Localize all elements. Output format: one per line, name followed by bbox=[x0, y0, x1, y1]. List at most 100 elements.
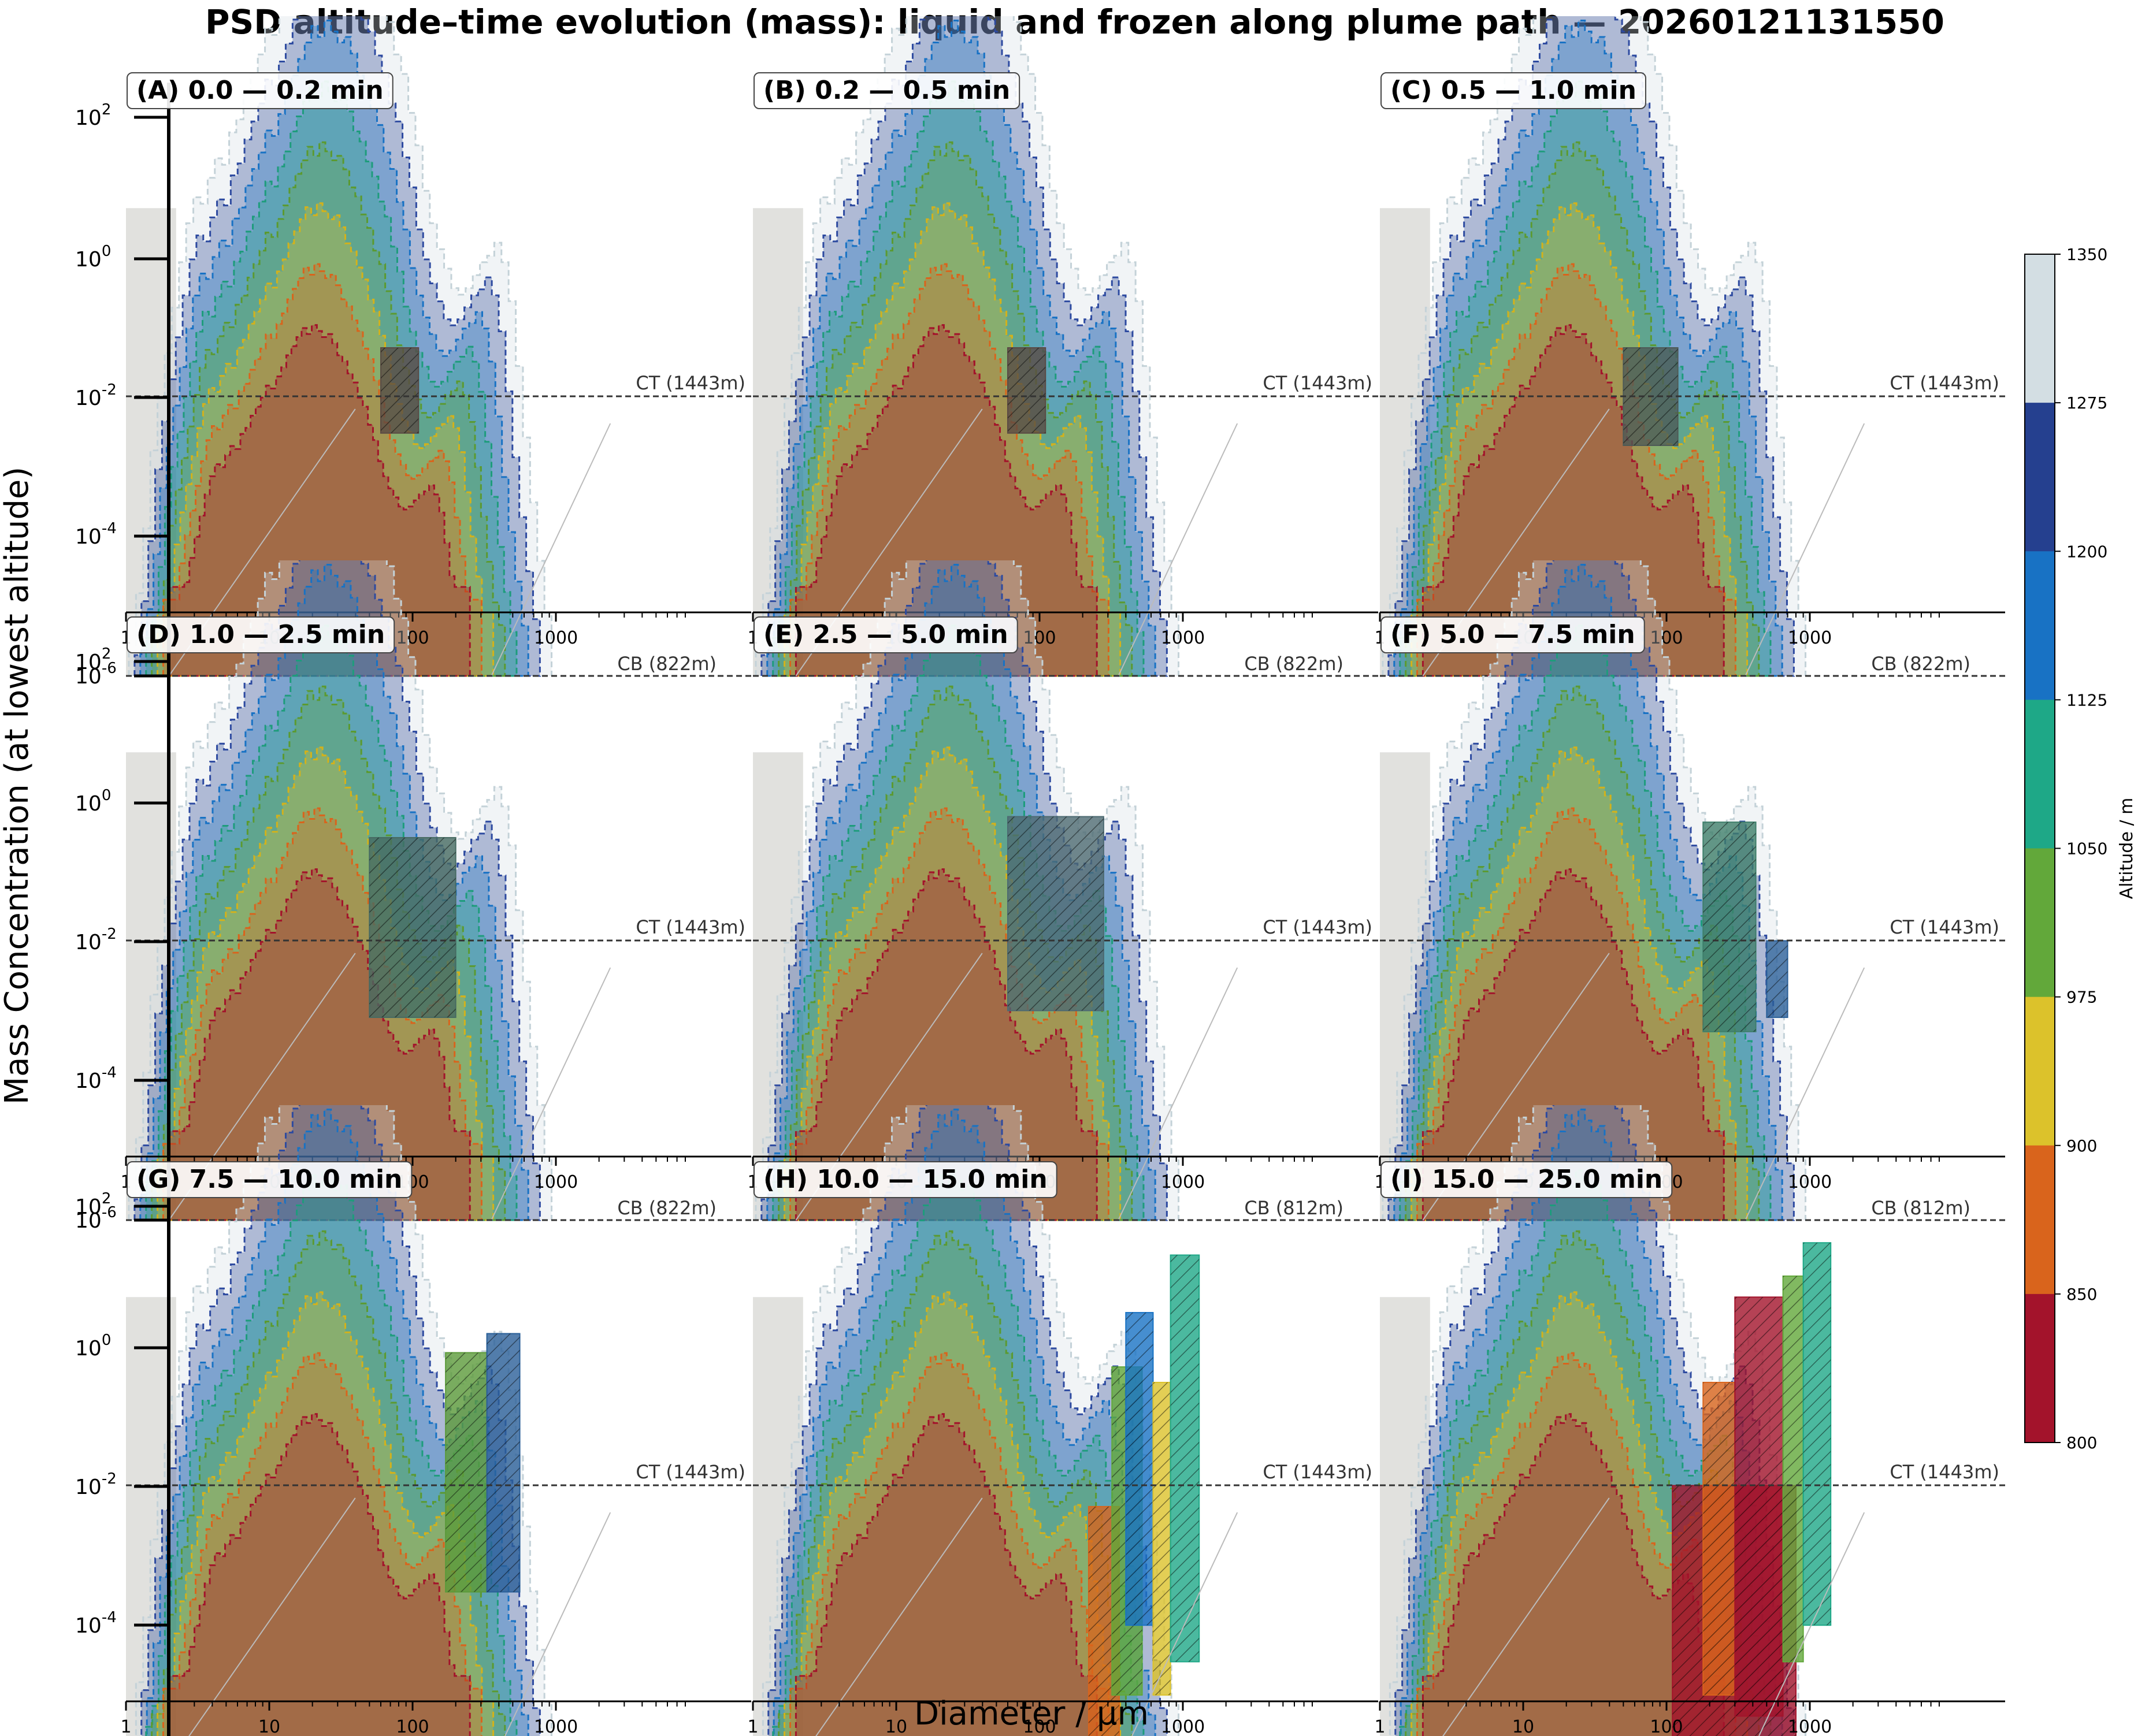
altitude-layer-3 bbox=[778, 1230, 1133, 1736]
y-tick-label: 10-2 bbox=[75, 1470, 117, 1499]
altitude-layer-5 bbox=[773, 1108, 1156, 1736]
cloud-top-label: CT (1443m) bbox=[636, 916, 745, 938]
x-tick-label: 1000 bbox=[1788, 1172, 1832, 1192]
colorbar-tick-label: 1125 bbox=[2066, 690, 2107, 709]
colorbar-tick-label: 900 bbox=[2066, 1136, 2097, 1155]
altitude-layer-7 bbox=[755, 560, 1180, 1221]
panel-label-text: (B) 0.2 — 0.5 min bbox=[763, 76, 1010, 105]
altitude-layer-2 bbox=[157, 202, 495, 677]
x-tick-label: 1 bbox=[747, 1717, 758, 1736]
colorbar-tick-label: 850 bbox=[2066, 1285, 2097, 1304]
colorbar-tick-label: 975 bbox=[2066, 988, 2097, 1007]
background-band bbox=[1380, 752, 1430, 1220]
background-band bbox=[753, 752, 803, 1220]
panel-label: (E) 2.5 — 5.0 min bbox=[754, 616, 1018, 653]
x-tick-label: 1000 bbox=[1788, 628, 1832, 648]
panel-label-box bbox=[754, 1161, 1057, 1198]
colorbar-segment bbox=[2025, 848, 2055, 998]
guide-line bbox=[1131, 1512, 1238, 1736]
y-tick-label: 10-6 bbox=[75, 1204, 117, 1233]
guide-line bbox=[504, 1512, 611, 1736]
altitude-layer-4 bbox=[145, 624, 518, 1221]
cloud-base-label: CB (822m) bbox=[617, 1197, 717, 1219]
psd-layers bbox=[1380, 560, 1807, 1221]
colorbar-segment bbox=[2025, 254, 2055, 403]
x-tick-label: 1000 bbox=[1161, 1717, 1205, 1736]
altitude-layer-6 bbox=[767, 1105, 1168, 1736]
altitude-layer-0 bbox=[795, 868, 1098, 1221]
y-axis-title: Mass Concentration (at lowest altitude) bbox=[0, 467, 36, 1105]
panel-label-text: (G) 7.5 — 10.0 min bbox=[136, 1165, 402, 1194]
cloud-top-label: CT (1443m) bbox=[1263, 1461, 1372, 1483]
cloud-base-label: CB (812m) bbox=[1871, 1197, 1970, 1219]
guide-line bbox=[188, 1497, 356, 1736]
x-tick-label: 1000 bbox=[1161, 1172, 1205, 1192]
colorbar-tick-label: 1050 bbox=[2066, 839, 2107, 858]
y-tick-label: 100 bbox=[75, 1332, 111, 1360]
y-tick-label: 102 bbox=[75, 101, 111, 130]
x-tick-label: 100 bbox=[1650, 628, 1683, 648]
x-tick-label: 100 bbox=[396, 628, 429, 648]
altitude-layer-0 bbox=[1421, 324, 1725, 677]
frozen-hatch bbox=[1803, 1243, 1831, 1626]
background-band bbox=[753, 208, 803, 676]
panel-label-text: (I) 15.0 — 25.0 min bbox=[1390, 1165, 1662, 1194]
panel-label: (F) 5.0 — 7.5 min bbox=[1380, 616, 1645, 653]
cloud-base-label: CB (812m) bbox=[1244, 1197, 1343, 1219]
altitude-layer-3 bbox=[778, 141, 1133, 677]
guide-line bbox=[1442, 1497, 1610, 1736]
panel-label-box bbox=[1380, 1161, 1673, 1198]
panel-label-box bbox=[754, 72, 1020, 109]
altitude-layer-4 bbox=[145, 1169, 518, 1736]
panel-label-box bbox=[127, 72, 394, 109]
altitude-layer-5 bbox=[1393, 19, 1783, 677]
altitude-layer-0 bbox=[168, 324, 471, 677]
panel-label-text: (E) 2.5 — 5.0 min bbox=[763, 620, 1008, 649]
x-tick-label: 10 bbox=[1512, 1717, 1534, 1736]
y-tick-label: 102 bbox=[75, 645, 111, 674]
altitude-layer-4 bbox=[145, 80, 518, 677]
altitude-layer-0 bbox=[795, 324, 1098, 677]
panel-label-text: (D) 1.0 — 2.5 min bbox=[136, 620, 385, 649]
altitude-layer-3 bbox=[151, 141, 506, 677]
x-tick-label: 100 bbox=[1023, 1717, 1056, 1736]
guide-line bbox=[1745, 423, 1865, 676]
panel-g: CT (1443m)CB (812m)10210010-210-410-6110… bbox=[75, 1105, 751, 1736]
y-tick-label: 10-4 bbox=[75, 520, 117, 549]
y-tick-label: 10-6 bbox=[75, 660, 117, 689]
psd-layers bbox=[753, 16, 1180, 677]
frozen-hatch bbox=[1703, 822, 1756, 1032]
guide-line bbox=[1118, 423, 1238, 676]
colorbar-segment bbox=[2025, 997, 2055, 1146]
altitude-layer-1 bbox=[1416, 263, 1736, 677]
frozen-hatch bbox=[1153, 1382, 1171, 1696]
panel-label-box bbox=[1380, 616, 1645, 653]
colorbar-tick-label: 1275 bbox=[2066, 393, 2107, 412]
x-tick-label: 100 bbox=[1023, 628, 1056, 648]
altitude-layer-7 bbox=[1382, 16, 1807, 677]
frozen-hatch bbox=[1783, 1276, 1803, 1662]
x-tick-label: 10 bbox=[885, 1717, 907, 1736]
panel-label-text: (H) 10.0 — 15.0 min bbox=[763, 1165, 1048, 1194]
cloud-top-label: CT (1443m) bbox=[1263, 916, 1372, 938]
background-band bbox=[753, 1297, 803, 1736]
panel-label-box bbox=[127, 616, 395, 653]
panel-grid: CT (1443m) CB (822m) 102 100 10-2 10-4 10-6 1 10… bbox=[75, 16, 2005, 1736]
altitude-layer-2 bbox=[784, 1291, 1122, 1736]
altitude-layer-4 bbox=[772, 1169, 1145, 1736]
y-tick-label: 10-2 bbox=[75, 381, 117, 410]
cloud-top-label: CT (1443m) bbox=[1890, 372, 1999, 394]
x-tick-label: 10 bbox=[258, 1717, 280, 1736]
panel-label-text: (C) 0.5 — 1.0 min bbox=[1390, 76, 1636, 105]
cloud-base-label: CB (822m) bbox=[617, 653, 717, 675]
guide-line bbox=[815, 1497, 983, 1736]
cloud-top-label: CT (1443m) bbox=[1890, 916, 1999, 938]
psd-layers bbox=[126, 16, 553, 677]
altitude-layer-0 bbox=[1421, 868, 1725, 1221]
panel-label-text: (A) 0.0 — 0.2 min bbox=[136, 76, 384, 105]
